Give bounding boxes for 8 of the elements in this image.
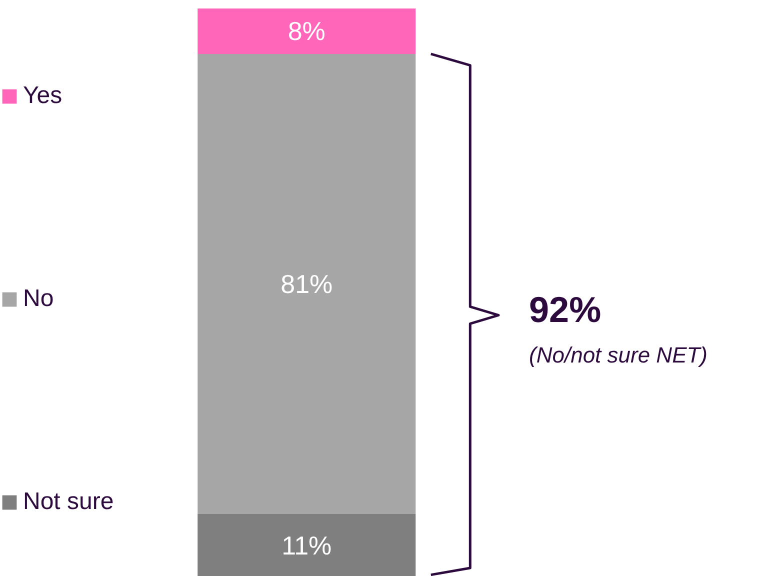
data-label: 11% [282, 530, 332, 560]
text: (No/not sure NET) [529, 342, 708, 368]
legend-label: Not sure [23, 488, 114, 516]
text: 92% [529, 289, 602, 330]
data-label: 81% [280, 268, 333, 299]
data-label: 8% [288, 16, 326, 46]
legend-label: No [23, 285, 54, 313]
legend-label: Yes [23, 82, 62, 110]
